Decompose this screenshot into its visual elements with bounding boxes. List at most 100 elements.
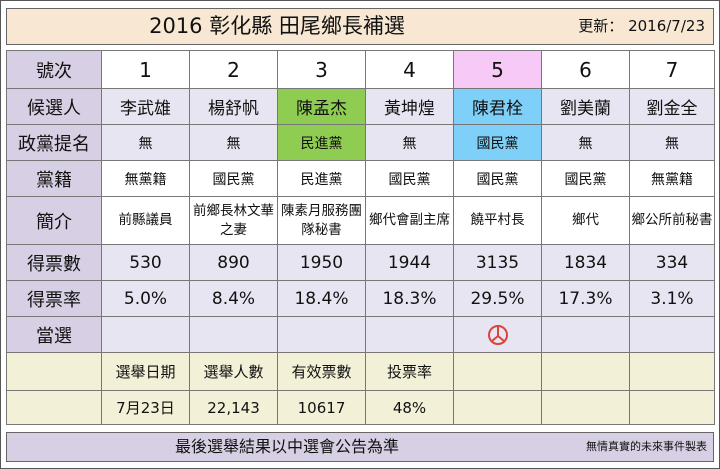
candidate-name: 劉金全: [629, 88, 715, 125]
candidate-vote-rate: 5.0%: [101, 280, 190, 317]
candidate-bio: 饒平村長: [453, 196, 542, 245]
candidate-name: 楊舒帆: [189, 88, 278, 125]
stats-empty: [453, 390, 542, 425]
stats-empty: [6, 390, 102, 425]
number-row: 號次 1 2 3 4 5 6 7: [6, 50, 715, 89]
candidate-number: 2: [189, 50, 278, 89]
elected-stamp-icon: [487, 324, 508, 345]
candidate-votes: 3135: [453, 244, 542, 281]
candidate-votes: 1950: [277, 244, 366, 281]
stats-empty: [541, 352, 630, 391]
elected-cell: [189, 316, 278, 353]
candidate-votes: 890: [189, 244, 278, 281]
elected-label: 當選: [6, 316, 102, 353]
footer-bar: 最後選舉結果以中選會公告為準 無情真實的未來事件製表: [6, 432, 714, 462]
votes-label: 得票數: [6, 244, 102, 281]
election-date-label: 選舉日期: [101, 352, 190, 391]
bio-label: 簡介: [6, 196, 102, 245]
candidate-vote-rate: 18.3%: [365, 280, 454, 317]
candidate-bio: 前鄉長林文華之妻: [189, 196, 278, 245]
candidate-number: 4: [365, 50, 454, 89]
updated-date: 2016/7/23: [628, 17, 705, 35]
candidate-nomination: 無: [629, 124, 715, 161]
candidate-number: 7: [629, 50, 715, 89]
candidate-number: 6: [541, 50, 630, 89]
candidate-nomination: 無: [541, 124, 630, 161]
candidate-nomination: 無: [101, 124, 190, 161]
nomination-row: 政黨提名 無 無 民進黨 無 國民黨 無 無: [6, 124, 715, 161]
nomination-label: 政黨提名: [6, 124, 102, 161]
candidate-bio: 鄉代: [541, 196, 630, 245]
elected-cell: [365, 316, 454, 353]
turnout-rate: 48%: [365, 390, 454, 425]
elected-cell: [629, 316, 715, 353]
candidate-number: 3: [277, 50, 366, 89]
candidate-name: 劉美蘭: [541, 88, 630, 125]
valid-votes-count: 10617: [277, 390, 366, 425]
candidate-name: 陳君栓: [453, 88, 542, 125]
candidate-votes: 334: [629, 244, 715, 281]
turnout-label: 投票率: [365, 352, 454, 391]
candidate-vote-rate: 8.4%: [189, 280, 278, 317]
votes-row: 得票數 530 890 1950 1944 3135 1834 334: [6, 244, 715, 281]
election-date: 7月23日: [101, 390, 190, 425]
candidate-vote-rate: 18.4%: [277, 280, 366, 317]
stats-empty: [629, 390, 715, 425]
updated-label: 更新：: [578, 17, 624, 35]
electorate-count: 22,143: [189, 390, 278, 425]
membership-label: 黨籍: [6, 160, 102, 197]
candidate-membership: 民進黨: [277, 160, 366, 197]
candidate-row: 候選人 李武雄 楊舒帆 陳孟杰 黃坤煌 陳君栓 劉美蘭 劉金全: [6, 88, 715, 125]
candidate-number: 5: [453, 50, 542, 89]
candidate-name: 黃坤煌: [365, 88, 454, 125]
footer-note: 最後選舉結果以中選會公告為準: [174, 437, 399, 456]
candidate-nomination: 無: [189, 124, 278, 161]
membership-row: 黨籍 無黨籍 國民黨 民進黨 國民黨 國民黨 國民黨 無黨籍: [6, 160, 715, 197]
stats-empty: [541, 390, 630, 425]
page-title: 2016 彰化縣 田尾鄉長補選: [149, 14, 405, 38]
candidate-name: 陳孟杰: [277, 88, 366, 125]
valid-votes-label: 有效票數: [277, 352, 366, 391]
update-info: 更新： 2016/7/23: [578, 9, 705, 44]
stats-empty: [453, 352, 542, 391]
candidate-membership: 國民黨: [453, 160, 542, 197]
candidate-membership: 國民黨: [541, 160, 630, 197]
bio-row: 簡介 前縣議員 前鄉長林文華之妻 陳素月服務團隊秘書 鄉代會副主席 饒平村長 鄉…: [6, 196, 715, 245]
candidate-name: 李武雄: [101, 88, 190, 125]
stats-empty: [6, 352, 102, 391]
candidate-nomination: 國民黨: [453, 124, 542, 161]
elected-cell: [541, 316, 630, 353]
candidate-membership: 國民黨: [365, 160, 454, 197]
results-table: 號次 1 2 3 4 5 6 7 候選人 李武雄 楊舒帆 陳孟杰 黃坤煌 陳君栓…: [6, 50, 715, 425]
vote-rate-row: 得票率 5.0% 8.4% 18.4% 18.3% 29.5% 17.3% 3.…: [6, 280, 715, 317]
candidate-nomination: 民進黨: [277, 124, 366, 161]
elected-cell: [101, 316, 190, 353]
candidate-bio: 陳素月服務團隊秘書: [277, 196, 366, 245]
title-bar: 2016 彰化縣 田尾鄉長補選 更新： 2016/7/23: [6, 8, 714, 45]
footer-credit: 無情真實的未來事件製表: [586, 440, 707, 453]
electorate-label: 選舉人數: [189, 352, 278, 391]
candidate-votes: 530: [101, 244, 190, 281]
number-label: 號次: [6, 50, 102, 89]
candidate-vote-rate: 3.1%: [629, 280, 715, 317]
vote-rate-label: 得票率: [6, 280, 102, 317]
candidate-bio: 前縣議員: [101, 196, 190, 245]
candidate-bio: 鄉代會副主席: [365, 196, 454, 245]
candidate-membership: 無黨籍: [629, 160, 715, 197]
candidate-vote-rate: 29.5%: [453, 280, 542, 317]
candidate-vote-rate: 17.3%: [541, 280, 630, 317]
candidate-votes: 1834: [541, 244, 630, 281]
candidate-bio: 鄉公所前秘書: [629, 196, 715, 245]
candidate-votes: 1944: [365, 244, 454, 281]
candidate-label: 候選人: [6, 88, 102, 125]
candidate-membership: 無黨籍: [101, 160, 190, 197]
stats-value-row: 7月23日 22,143 10617 48%: [6, 390, 715, 425]
elected-row: 當選: [6, 316, 715, 353]
candidate-membership: 國民黨: [189, 160, 278, 197]
stats-empty: [629, 352, 715, 391]
candidate-number: 1: [101, 50, 190, 89]
elected-cell: [277, 316, 366, 353]
stats-label-row: 選舉日期 選舉人數 有效票數 投票率: [6, 352, 715, 391]
candidate-nomination: 無: [365, 124, 454, 161]
